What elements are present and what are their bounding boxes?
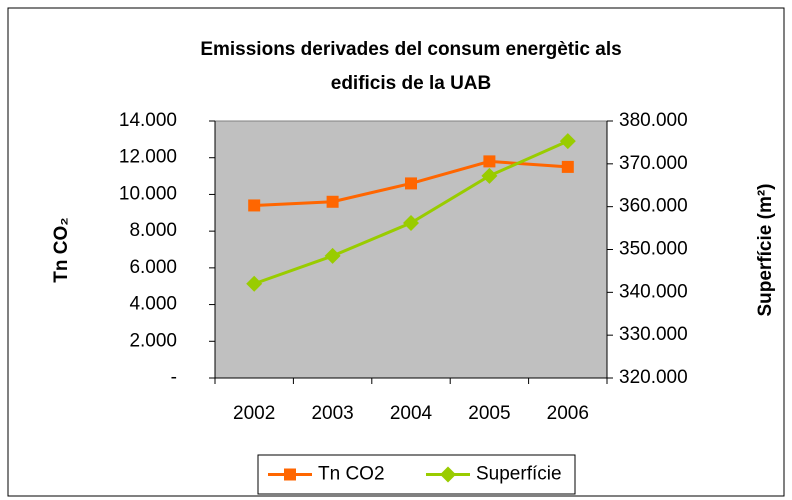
data-point (559, 133, 576, 150)
data-point (246, 275, 263, 292)
x-tick-label: 2003 (311, 403, 353, 424)
data-point (324, 247, 341, 264)
y2-tick-label: 360.000 (619, 196, 688, 217)
x-tick-label: 2005 (468, 403, 510, 424)
x-tick-label: 2004 (390, 403, 433, 424)
plot-area (214, 120, 608, 379)
x-tick-label: 2002 (233, 403, 275, 424)
y-tick-label: 6.000 (129, 257, 177, 278)
data-point (483, 155, 496, 168)
y-tick-label: 8.000 (129, 220, 177, 241)
y2-axis-label: Superfície (m²) (755, 183, 776, 316)
y2-tick-label: 370.000 (619, 153, 688, 174)
data-point (403, 214, 419, 231)
data-point (405, 177, 417, 190)
y-tick-label: 2.000 (129, 330, 177, 351)
x-tick-label: 2006 (547, 403, 589, 424)
y2-tick-label: 340.000 (619, 281, 688, 302)
data-point (561, 160, 574, 173)
legend-marker (440, 466, 456, 483)
y-tick-label: 10.000 (119, 183, 177, 204)
legend-marker (284, 468, 296, 481)
data-point (248, 199, 261, 212)
y-tick-label: 14.000 (119, 110, 177, 131)
legend-label: Tn CO2 (318, 464, 385, 485)
y2-tick-label: 320.000 (619, 367, 688, 388)
chart-title: edificis de la UAB (331, 73, 492, 94)
chart-title: Emissions derivades del consum energètic… (200, 39, 621, 60)
y2-tick-label: 330.000 (619, 324, 688, 345)
y2-tick-label: 380.000 (619, 110, 688, 131)
y2-tick-label: 350.000 (619, 239, 688, 260)
data-point (481, 167, 498, 184)
legend-label: Superfície (476, 464, 562, 485)
y-axis-label: Tn CO₂ (51, 217, 72, 282)
y-tick-label: - (171, 367, 177, 388)
data-point (326, 195, 339, 208)
y-tick-label: 4.000 (129, 294, 177, 315)
y-tick-label: 12.000 (119, 147, 177, 168)
